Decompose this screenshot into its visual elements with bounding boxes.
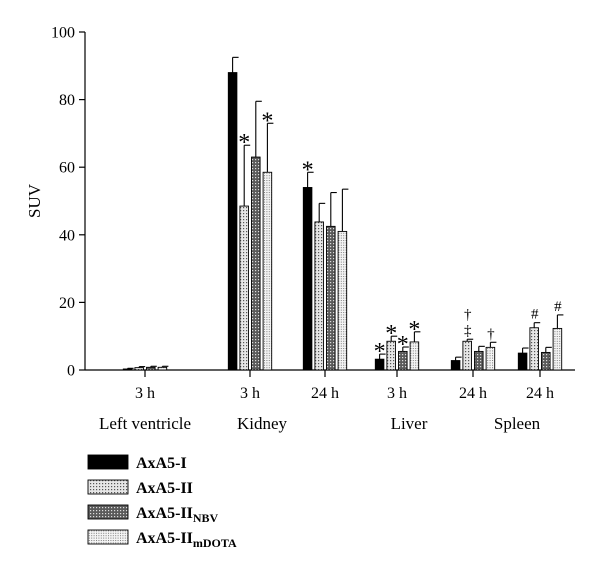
y-axis-label: SUV [25, 183, 44, 218]
bar-axa5-ii-1 [239, 205, 249, 371]
x-tick-label: 3 h [240, 385, 260, 402]
bar-axa5-iinbv-2 [326, 225, 336, 371]
significance-mark: # [554, 299, 562, 315]
bar-axa5-iimdota-5 [552, 327, 563, 371]
legend-label: AxA5-I [136, 455, 187, 472]
bar-axa5-iimdota-0 [157, 366, 168, 371]
significance-mark: # [531, 307, 539, 323]
bar-axa5-iimdota-2 [337, 230, 348, 371]
x-tick-label: 24 h [311, 385, 339, 402]
bar-axa5-iinbv-1 [251, 156, 261, 371]
bar-axa5-i-2 [302, 187, 313, 371]
x-tick-label: 3 h [387, 385, 407, 402]
bar-axa5-i-4 [450, 360, 461, 371]
bars [122, 56, 564, 371]
x-tick-label: 24 h [459, 385, 487, 402]
y-tick-label: 80 [59, 92, 75, 109]
bar-axa5-i-0 [122, 368, 133, 371]
bar-axa5-ii-0 [134, 367, 144, 371]
significance-mark: * [302, 157, 314, 183]
significance-annotations: ***** ** ‡††# # [238, 108, 562, 365]
bar-axa5-ii-2 [314, 221, 324, 371]
significance-mark: * [374, 339, 386, 365]
legend-label: AxA5-II [136, 480, 193, 497]
bar-axa5-ii-5 [529, 327, 539, 371]
bar-axa5-iinbv-4 [474, 350, 484, 371]
significance-mark: ‡ [464, 323, 472, 339]
y-tick-label: 100 [51, 25, 75, 42]
bar-axa5-ii-4 [462, 340, 472, 371]
y-tick-label: 40 [59, 227, 75, 244]
legend-swatch [87, 529, 129, 545]
bar-axa5-iimdota-3 [409, 341, 420, 371]
significance-mark: * [408, 317, 420, 343]
y-tick-label: 60 [59, 160, 75, 177]
organ-label: Liver [391, 414, 428, 433]
legend-swatch [87, 454, 129, 470]
y-tick-label: 0 [67, 363, 75, 380]
significance-mark: † [487, 326, 495, 342]
legend-swatch [87, 504, 129, 520]
legend-label: AxA5-IINBV [136, 505, 219, 525]
y-tick-label: 20 [59, 295, 75, 312]
x-tick-label: 3 h [135, 385, 155, 402]
legend-swatch [87, 479, 129, 495]
organ-label: Kidney [237, 414, 288, 433]
bar-axa5-iimdota-1 [262, 171, 273, 371]
bar-axa5-i-5 [517, 352, 528, 371]
bar-axa5-iinbv-0 [146, 366, 156, 371]
organ-label: Spleen [494, 414, 541, 433]
y-axis: 0 20 40 60 80 100 SUV [25, 25, 86, 380]
bar-axa5-iimdota-4 [485, 346, 496, 371]
significance-mark: * [385, 321, 397, 347]
bar-axa5-i-1 [227, 72, 238, 371]
legend: AxA5-I AxA5-II AxA5-IINBV AxA5-IImDOTA [87, 454, 237, 550]
x-tick-label: 24 h [526, 385, 554, 402]
significance-mark: † [464, 307, 472, 323]
legend-label: AxA5-IImDOTA [136, 530, 237, 550]
significance-mark: * [261, 108, 273, 134]
bar-axa5-iinbv-5 [541, 351, 551, 371]
significance-mark: * [397, 332, 409, 358]
significance-mark: * [238, 130, 250, 156]
organ-label: Left ventricle [99, 414, 191, 433]
x-axis: 3 h 3 h 24 h 3 h 24 h 24 h Left ventricle Kidne… [85, 369, 575, 433]
